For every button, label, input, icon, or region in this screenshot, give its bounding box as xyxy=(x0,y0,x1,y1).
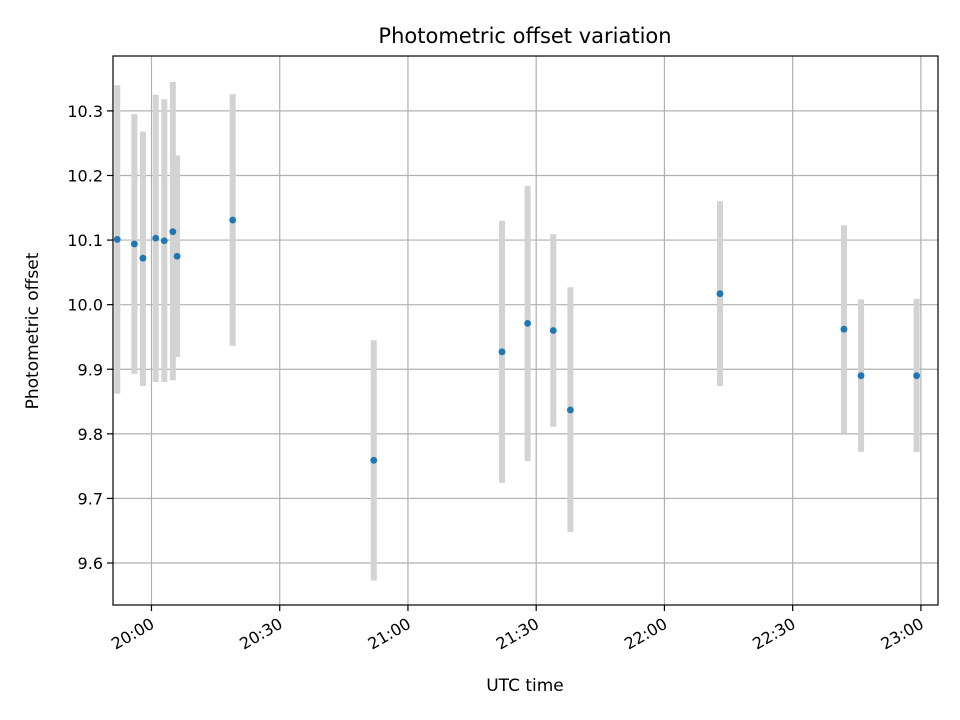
data-point xyxy=(229,216,237,224)
data-point xyxy=(370,456,378,464)
y-axis-title: Photometric offset xyxy=(23,252,43,409)
plot-frame xyxy=(112,55,939,606)
data-points xyxy=(113,216,921,464)
y-axis: 9.6 9.7 9.8 9.9 10.0 10.1 10.2 10.3 xyxy=(67,102,113,573)
data-point xyxy=(139,254,147,262)
y-tick-label: 9.8 xyxy=(78,425,103,444)
y-tick-label: 9.9 xyxy=(78,360,103,379)
y-tick-label: 9.7 xyxy=(78,489,103,508)
data-point xyxy=(113,236,121,243)
data-point xyxy=(566,406,574,414)
data-point xyxy=(840,325,848,333)
data-point xyxy=(152,234,160,242)
data-point xyxy=(160,237,168,245)
data-point xyxy=(857,372,865,380)
data-point xyxy=(498,348,506,356)
data-point xyxy=(549,327,557,334)
data-point xyxy=(524,319,532,327)
data-point xyxy=(913,372,921,380)
data-point xyxy=(169,228,177,236)
data-point xyxy=(716,290,724,298)
data-point xyxy=(130,240,138,248)
y-tick-label: 10.3 xyxy=(67,102,103,121)
y-tick-label: 9.6 xyxy=(78,554,103,573)
chart-title: Photometric offset variation xyxy=(378,24,671,48)
x-axis-title: UTC time xyxy=(486,676,564,696)
y-tick-label: 10.2 xyxy=(67,166,103,185)
y-tick-label: 10.0 xyxy=(67,296,103,315)
data-point xyxy=(173,252,181,260)
y-tick-label: 10.1 xyxy=(67,231,103,250)
